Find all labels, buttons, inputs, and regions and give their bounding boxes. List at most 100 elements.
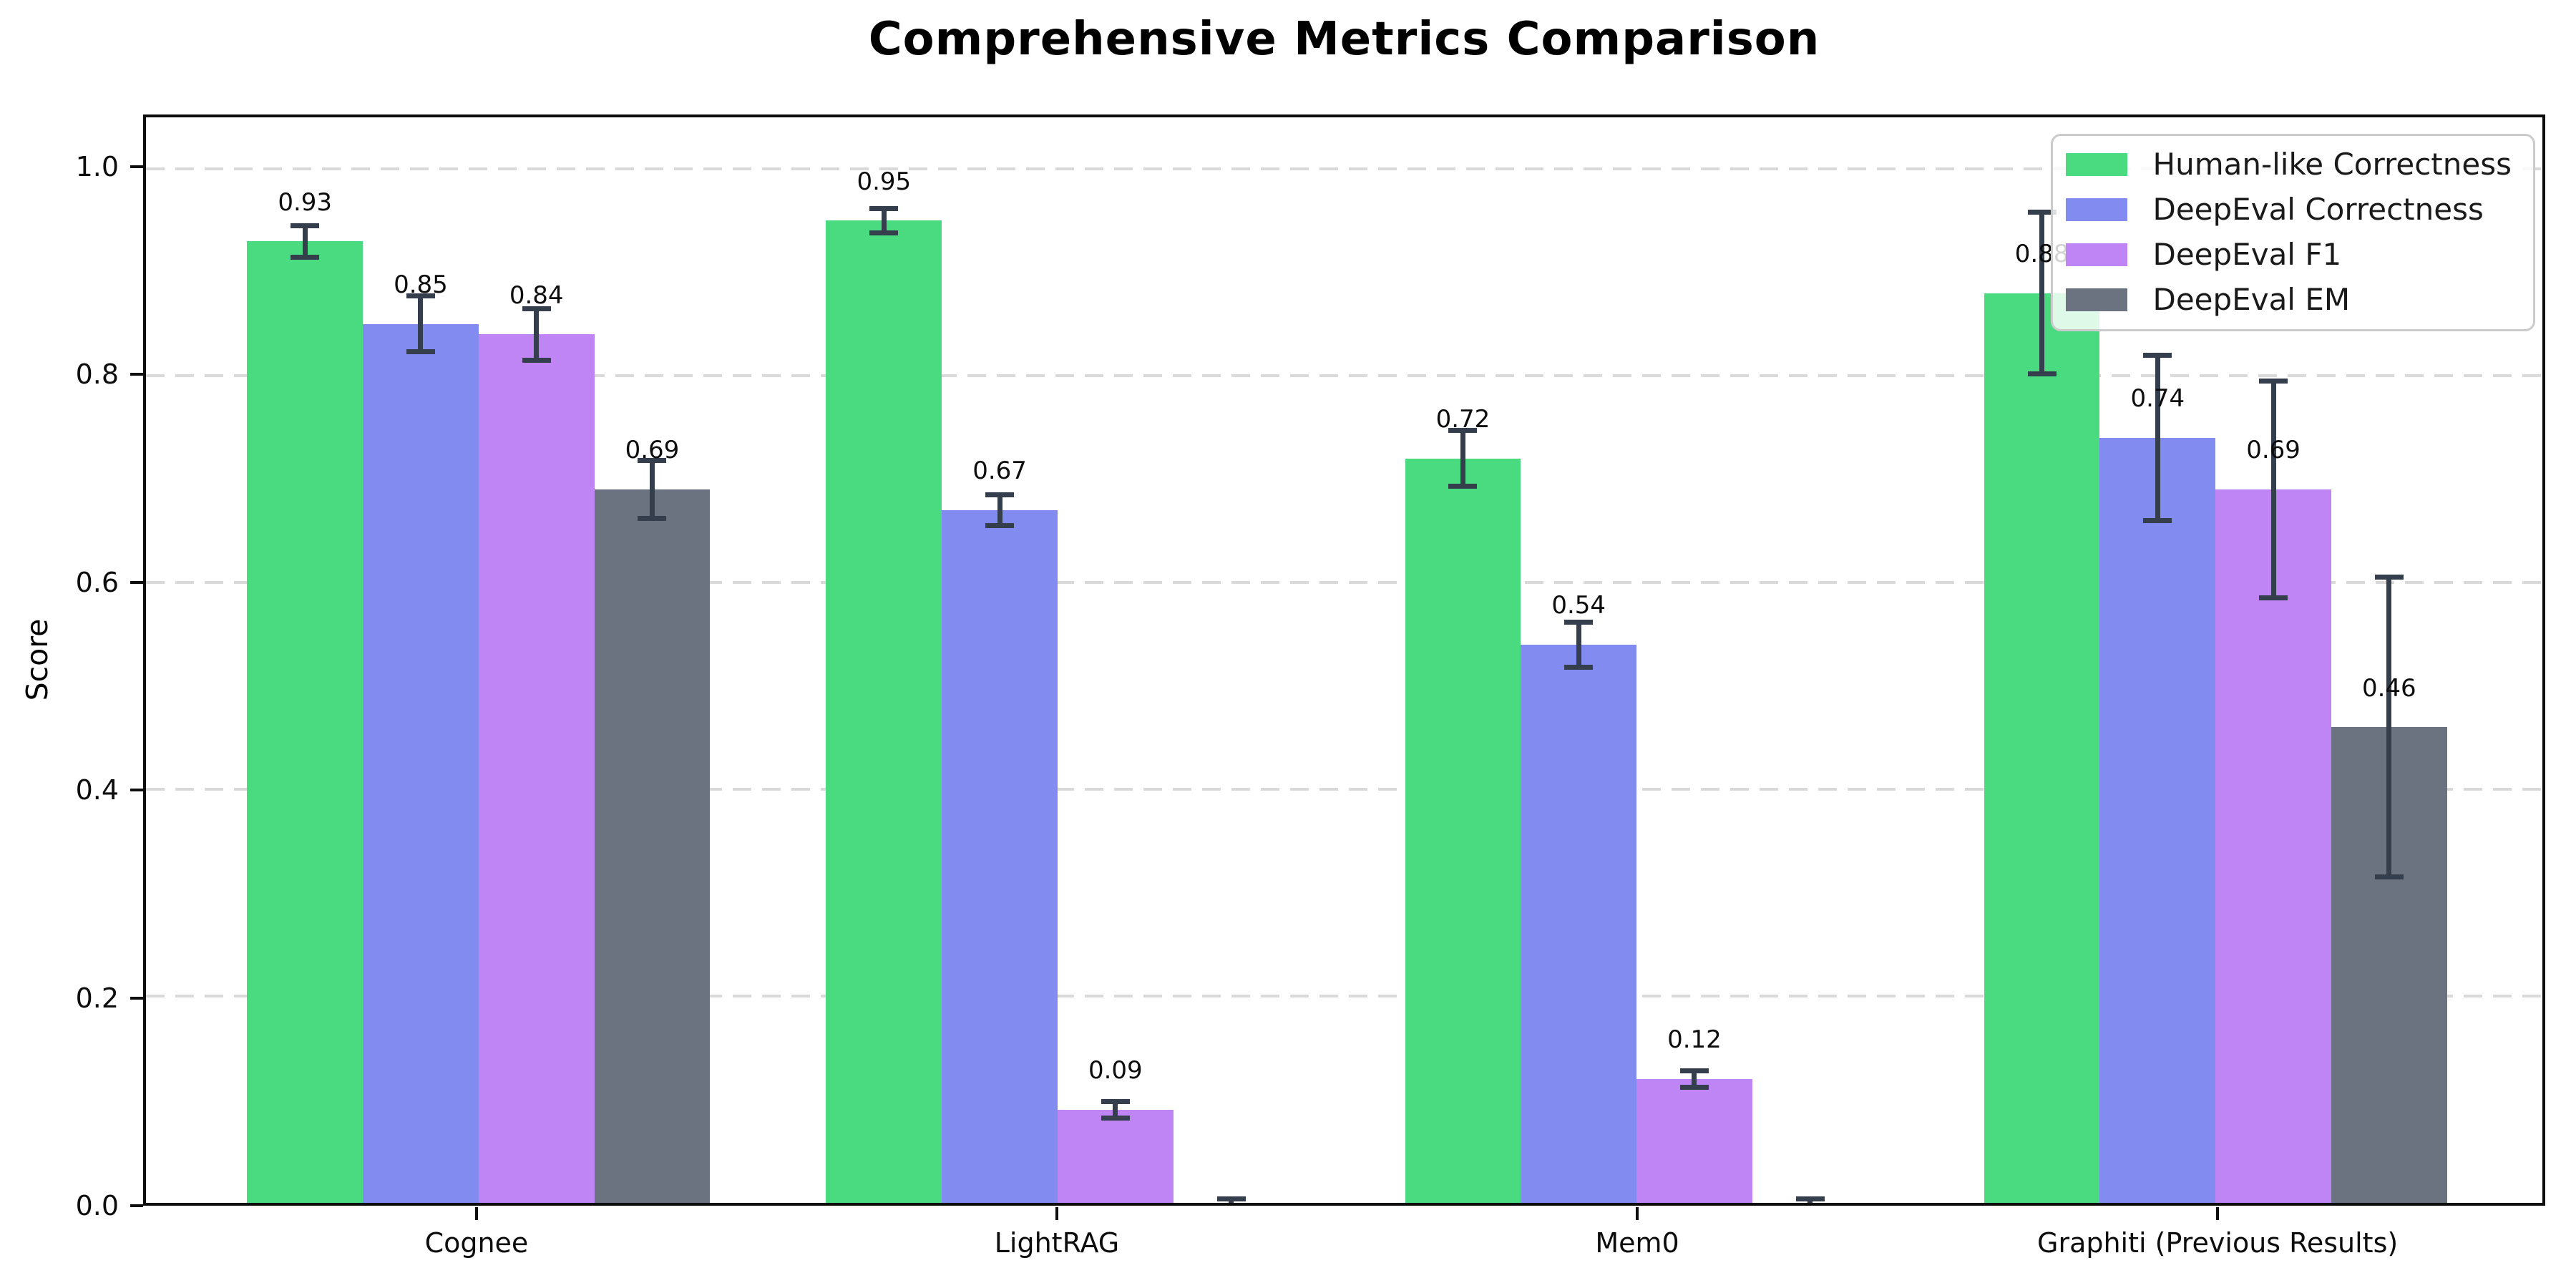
bar-value-label: 0.46 [2361,673,2416,703]
error-bar-cap [1796,1204,1825,1206]
error-bar-line [302,225,308,258]
error-bar-cap [1448,484,1478,489]
error-bar-cap [1679,1068,1709,1073]
legend-label: DeepEval Correctness [2152,192,2484,227]
bar [594,489,711,1203]
error-bar-cap [638,458,667,464]
error-bar-line [649,460,655,519]
gridline [146,995,2542,998]
x-tick-mark [1636,1207,1639,1220]
bar [2215,489,2331,1203]
bar [363,323,479,1203]
error-bar-cap [985,523,1015,529]
y-tick-mark [130,373,143,376]
bar-value-label: 0.09 [1088,1056,1143,1085]
bar-value-label: 0.67 [972,457,1027,486]
y-tick-mark [130,789,143,792]
bar [1984,293,2100,1203]
error-bar-cap [1448,428,1478,434]
gridline [146,374,2542,378]
error-bar-cap [2374,575,2404,580]
bar-value-label: 0.84 [509,280,564,310]
bar-value-label: 0.12 [1667,1025,1722,1054]
x-tick-label: Mem0 [1595,1227,1679,1259]
legend: Human-like Correctness DeepEval Correctne… [2050,134,2535,331]
error-bar-cap [638,516,667,522]
error-bar-cap [1795,1196,1825,1201]
error-bar-cap [2027,371,2057,376]
error-bar-cap [1564,665,1594,670]
x-tick-mark [474,1207,478,1220]
x-tick-label: Graphiti (Previous Results) [2037,1227,2399,1259]
y-tick-label: 0.4 [75,774,119,806]
error-bar-cap [1679,1084,1709,1090]
legend-item: Human-like Correctness [2065,142,2512,187]
bar [1521,644,1637,1203]
error-bar-cap [2259,595,2288,601]
error-bar-cap [2143,352,2172,358]
error-bar-line [534,308,540,361]
bar [2099,437,2216,1203]
gridline [146,581,2542,585]
legend-swatch [2065,243,2127,266]
x-tick-mark [2216,1207,2220,1220]
x-tick-label: LightRAG [994,1227,1120,1259]
error-bar-line [1692,1070,1697,1088]
y-tick-label: 0.0 [75,1190,119,1221]
bar-value-label: 0.95 [857,167,912,196]
bar-value-label: 0.85 [394,270,448,300]
error-bar-cap [1216,1196,1246,1201]
bar-value-label: 0.69 [625,436,680,465]
error-bar-cap [406,293,435,299]
error-bar-cap [869,230,899,236]
error-bar-cap [291,254,320,260]
y-tick-mark [130,1204,143,1207]
bar [247,241,364,1203]
bar-value-label: 0.72 [1435,404,1491,434]
legend-item: DeepEval EM [2065,277,2512,322]
error-bar-cap [406,349,435,355]
bar-value-label: 0.69 [2246,436,2301,465]
x-tick-label: Cognee [424,1227,529,1259]
legend-item: DeepEval F1 [2065,232,2512,277]
y-tick-label: 1.0 [75,150,119,182]
legend-swatch [2065,288,2127,311]
y-tick-label: 0.2 [75,982,119,1014]
error-bar-line [1576,622,1581,668]
bar [942,510,1058,1203]
chart-title: Comprehensive Metrics Comparison [868,13,1820,66]
bar [1636,1078,1752,1203]
y-tick-label: 0.8 [75,358,119,391]
error-bar-cap [1101,1098,1130,1104]
error-bar-cap [2143,517,2172,523]
error-bar-cap [1101,1116,1130,1121]
bar-value-label: 0.74 [2130,384,2185,414]
bar [1405,458,1521,1203]
error-bar-line [881,208,887,233]
error-bar-line [2155,355,2160,521]
legend-label: DeepEval F1 [2152,237,2342,272]
y-tick-label: 0.6 [75,566,119,598]
error-bar-cap [2027,210,2057,215]
y-tick-mark [130,165,143,168]
bar [1057,1109,1174,1203]
error-bar-cap [985,492,1015,497]
bar-value-label: 0.93 [278,187,333,217]
legend-label: Human-like Correctness [2152,147,2512,182]
error-bar-line [2386,577,2392,877]
error-bar-line [1460,430,1465,487]
bar [478,334,595,1203]
x-tick-mark [1055,1207,1058,1220]
y-tick-mark [130,996,143,1000]
bar-value-label: 0.54 [1551,591,1606,620]
error-bar-cap [2259,378,2288,384]
gridline [146,788,2542,791]
bar [826,220,942,1203]
legend-swatch [2065,152,2127,176]
error-bar-cap [291,223,320,229]
legend-item: DeepEval Correctness [2065,187,2512,232]
error-bar-line [2270,381,2276,598]
gridline [146,167,2542,171]
error-bar-cap [2374,874,2404,880]
